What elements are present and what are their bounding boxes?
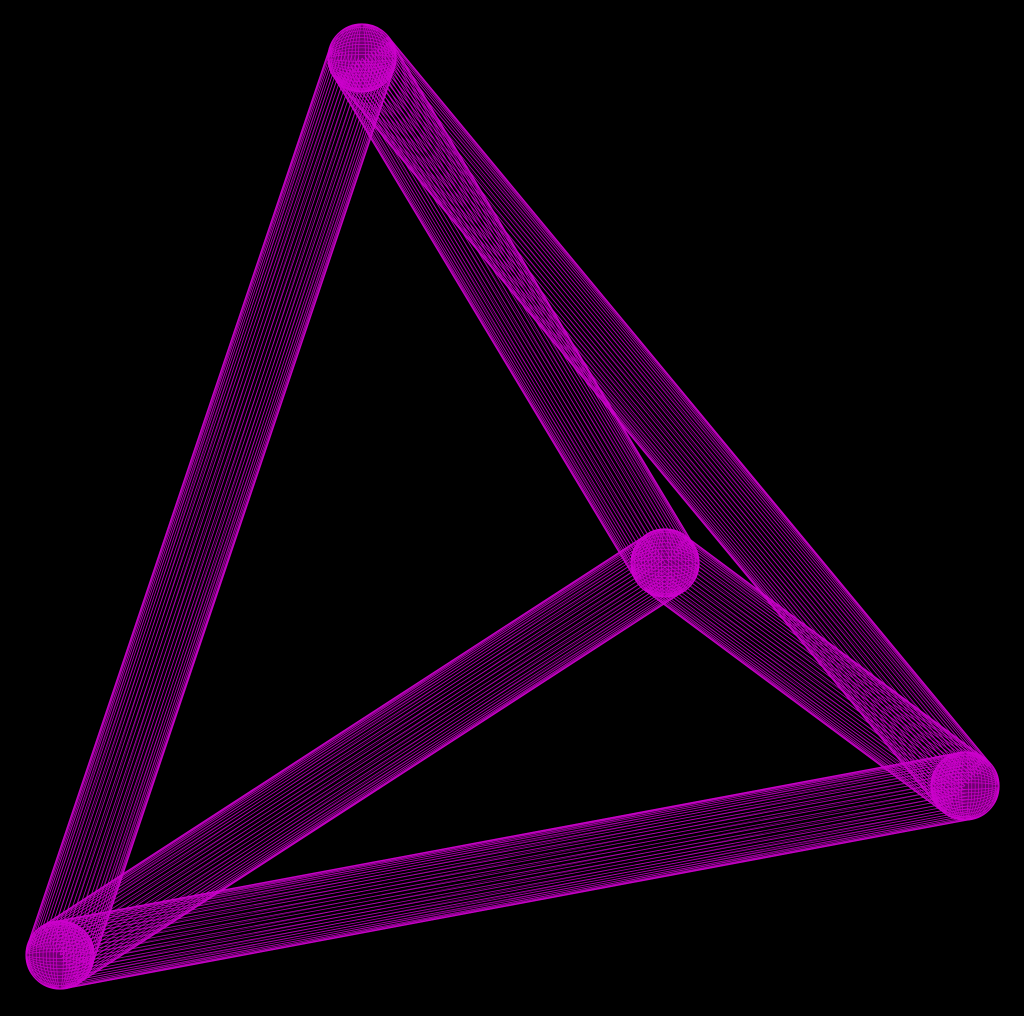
edge-bottom-left-to-right (53, 752, 972, 989)
sphere-joints (25, 23, 1000, 990)
vertex-top-joint (327, 23, 397, 93)
tube-edges (27, 36, 992, 989)
vertex-bottom-left-joint (25, 920, 95, 990)
edge-top-to-center (332, 40, 695, 581)
vertex-center-joint (630, 528, 700, 598)
edge-top-to-bottom-left (27, 47, 395, 966)
vertex-right-joint (930, 751, 1000, 821)
